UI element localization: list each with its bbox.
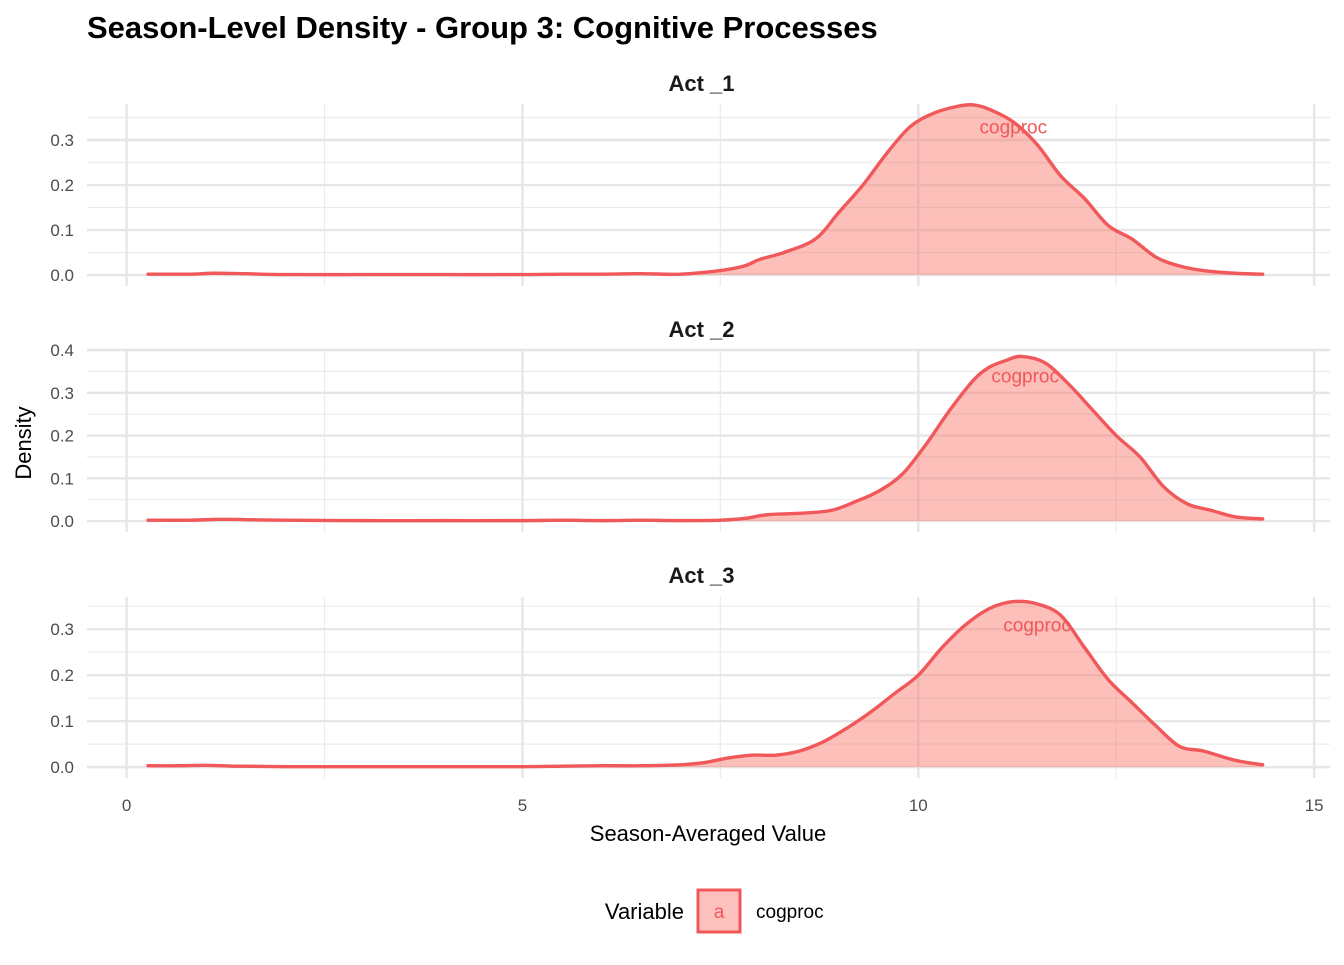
facet-strip-title: Act _3 xyxy=(668,563,734,588)
y-tick-label: 0.0 xyxy=(50,512,74,531)
x-axis-label: Season-Averaged Value xyxy=(590,821,826,846)
y-tick-label: 0.0 xyxy=(50,758,74,777)
y-tick-label: 0.4 xyxy=(50,341,74,360)
y-axis-label: Density xyxy=(11,406,36,479)
legend: Variable a cogproc xyxy=(605,888,824,934)
legend-key-glyph: a xyxy=(714,902,725,923)
density-area-cogproc xyxy=(147,356,1263,522)
y-tick-label: 0.2 xyxy=(50,427,74,446)
legend-title: Variable xyxy=(605,899,684,924)
x-tick-label: 5 xyxy=(518,796,527,815)
series-label-annotation: cogproc xyxy=(991,367,1059,388)
series-label-annotation: cogproc xyxy=(1003,616,1071,637)
y-tick-label: 0.1 xyxy=(50,712,74,731)
x-tick-label: 10 xyxy=(909,796,928,815)
chart-title: Season-Level Density - Group 3: Cognitiv… xyxy=(87,10,878,45)
y-tick-label: 0.2 xyxy=(50,176,74,195)
y-tick-label: 0.0 xyxy=(50,266,74,285)
density-line-cogproc xyxy=(146,103,1265,277)
density-area-cogproc xyxy=(147,104,1263,276)
x-tick-label: 15 xyxy=(1305,796,1324,815)
y-tick-label: 0.2 xyxy=(50,666,74,685)
y-tick-label: 0.1 xyxy=(50,469,74,488)
facet-strip-title: Act _2 xyxy=(668,317,734,342)
facet-strip-title: Act _1 xyxy=(668,71,734,96)
series-label-annotation: cogproc xyxy=(980,118,1048,139)
y-tick-label: 0.1 xyxy=(50,221,74,240)
y-tick-label: 0.3 xyxy=(50,131,74,150)
x-tick-label: 0 xyxy=(122,796,131,815)
y-tick-label: 0.3 xyxy=(50,620,74,639)
legend-key xyxy=(696,888,742,934)
density-line-cogproc xyxy=(146,599,1265,769)
density-area-cogproc xyxy=(147,601,1263,768)
legend-entry-cogproc: cogproc xyxy=(756,902,824,923)
density-line-cogproc xyxy=(146,354,1265,523)
y-tick-label: 0.3 xyxy=(50,384,74,403)
